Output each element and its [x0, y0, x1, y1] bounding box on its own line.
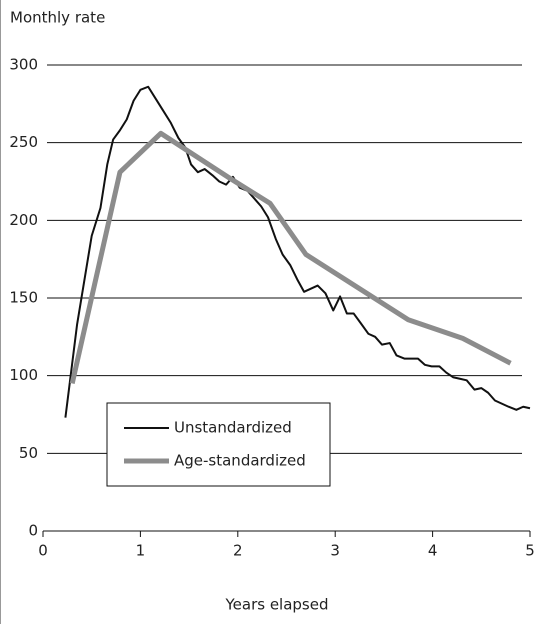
y-tick-label: 250: [9, 133, 38, 151]
x-tick-label: 2: [233, 542, 243, 560]
data-line: [69, 130, 512, 384]
x-tick-label: 4: [428, 542, 438, 560]
y-tick-label: 150: [9, 289, 38, 307]
x-tick-label: 5: [525, 542, 535, 560]
y-tick-label: 100: [9, 366, 38, 384]
y-axis-label: Monthly rate: [10, 9, 105, 27]
x-tick-label: 0: [38, 542, 48, 560]
legend-box: [106, 402, 331, 487]
x-tick-label: 3: [330, 542, 340, 560]
y-tick-label: 200: [9, 211, 38, 229]
data-line: [64, 85, 531, 418]
x-tick-label: 1: [136, 542, 146, 560]
y-tick-label: 300: [9, 56, 38, 74]
x-axis-label: Years elapsed: [224, 596, 328, 614]
y-tick-label: 50: [19, 444, 38, 462]
y-tick-label: 0: [28, 522, 38, 540]
legend-label: Age-standardized: [174, 452, 306, 470]
legend-label: Unstandardized: [174, 419, 292, 437]
